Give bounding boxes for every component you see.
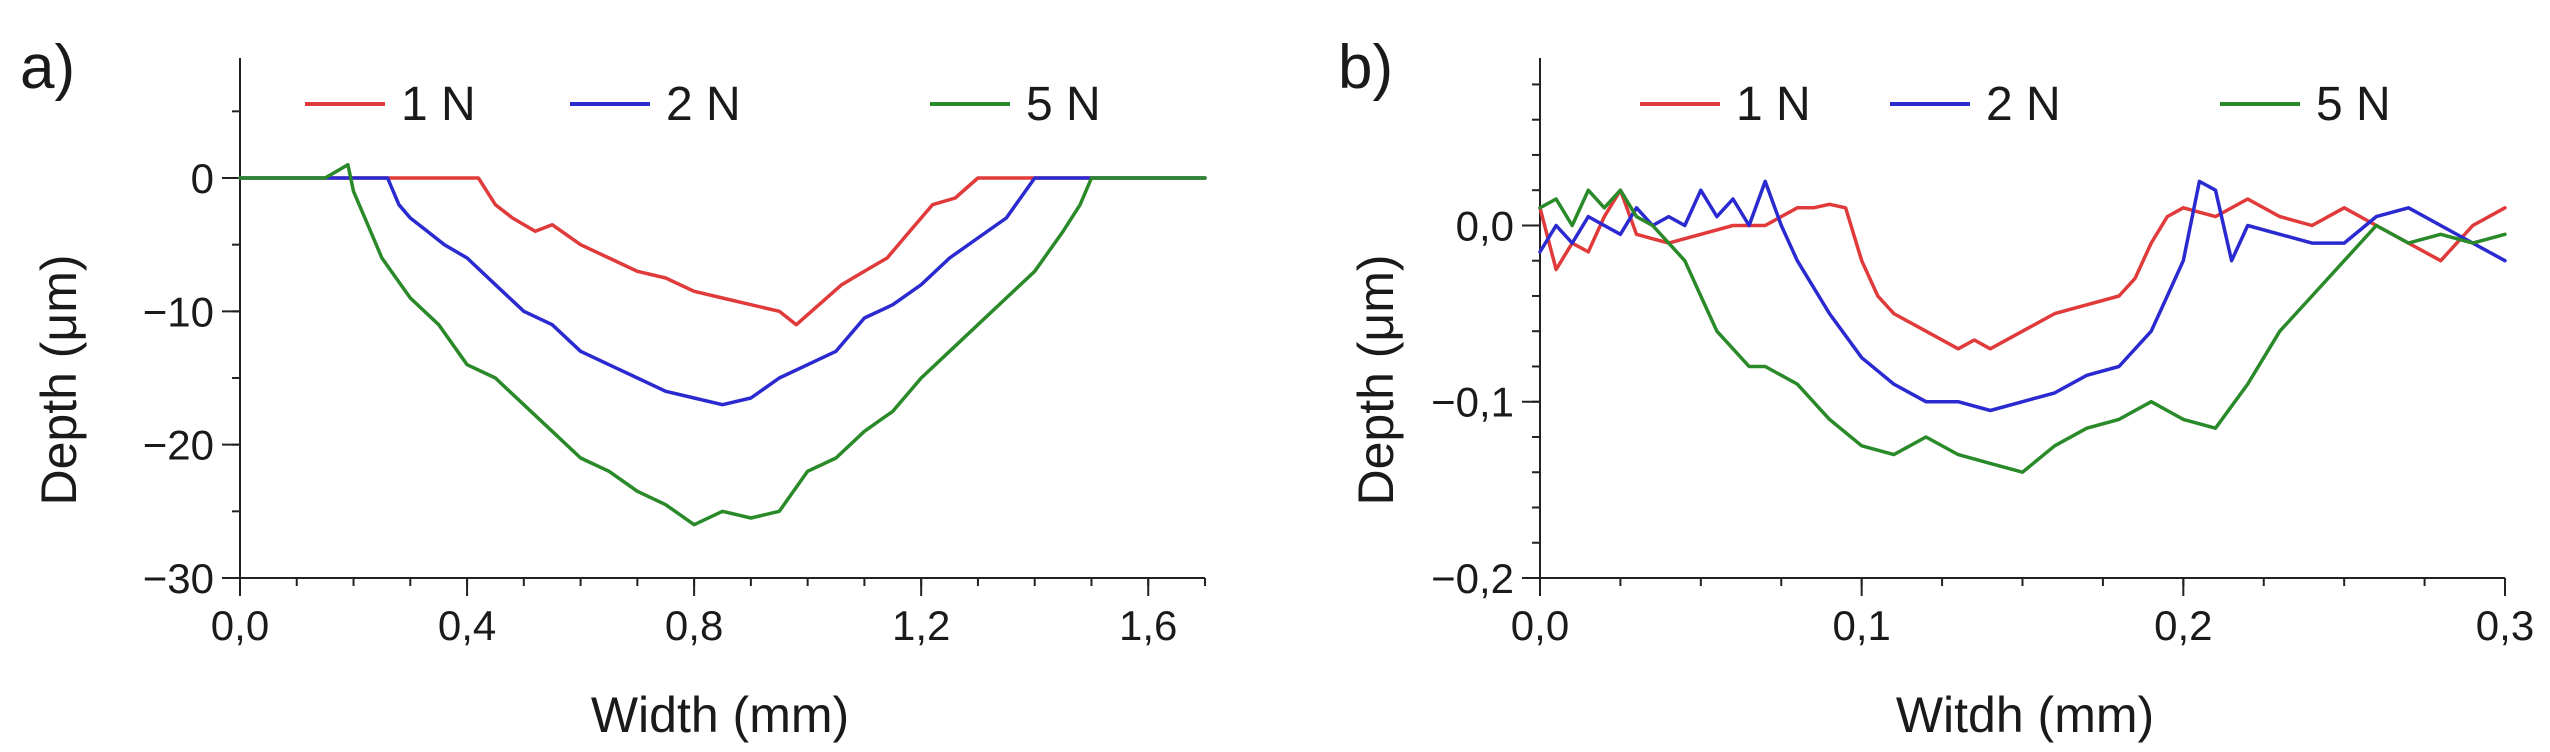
panel-a-y-tick-label: 0: [191, 155, 214, 202]
panel-b-x-axis-title: Witdh (mm): [1896, 687, 2154, 743]
panel-b-series: [1538, 179, 2507, 474]
panel-a-x-tick-label: 1,2: [892, 602, 950, 649]
panel-b-y-tick-label: −0,2: [1431, 555, 1514, 602]
panel-b-x-tick-label: 0,2: [2154, 602, 2212, 649]
panel-b-y-tick-label: 0,0: [1456, 202, 1514, 249]
panel-a-y-axis-title: Depth (μm): [31, 254, 87, 505]
panel-b-legend: 1 N 2 N 5 N: [1640, 78, 2391, 131]
panel-a-x-tick-label: 0,4: [438, 602, 496, 649]
panel-a-axes: 0 −10 −20 −300,0 0,4 0,8 1,2 1,6: [143, 58, 1206, 649]
panel-a: a) 0 −10 −20 −300,0 0,4 0,8 1,2 1,6 1 N 2 N 5 N W…: [20, 33, 1207, 743]
panel-a-legend-label-1n: 1 N: [401, 78, 476, 131]
panel-a-series: [238, 162, 1207, 527]
panel-a-legend: 1 N 2 N 5 N: [305, 78, 1101, 131]
panel-b-series-1n-line: [1538, 188, 2507, 351]
panel-a-x-tick-label: 0,0: [211, 602, 269, 649]
panel-b-x-tick-label: 0,0: [1511, 602, 1569, 649]
panel-a-label: a): [20, 33, 75, 102]
panel-b-legend-label-1n: 1 N: [1736, 78, 1811, 131]
panel-b-series-5n-line: [1538, 188, 2507, 474]
panel-b-y-tick-label: −0,1: [1431, 379, 1514, 426]
panel-a-series-1n-line: [238, 176, 1207, 327]
panel-b-y-axis-title: Depth (μm): [1348, 254, 1404, 505]
panel-a-x-axis-title: Width (mm): [591, 687, 849, 743]
panel-b-label: b): [1338, 33, 1393, 102]
panel-b-axes: 0,0−0,1−0,20,0 0,1 0,2 0,3: [1431, 58, 2534, 649]
panel-a-x-tick-label: 1,6: [1119, 602, 1177, 649]
panel-a-legend-label-2n: 2 N: [666, 78, 741, 131]
panel-a-y-tick-label: −20: [143, 422, 214, 469]
panel-a-series-5n-line: [238, 162, 1207, 527]
panel-a-legend-label-5n: 5 N: [1026, 78, 1101, 131]
panel-a-y-tick-label: −10: [143, 288, 214, 335]
panel-a-series-2n-line: [238, 176, 1207, 407]
panel-b-legend-label-5n: 5 N: [2316, 78, 2391, 131]
panel-a-x-tick-label: 0,8: [665, 602, 723, 649]
panel-b-legend-label-2n: 2 N: [1986, 78, 2061, 131]
panel-a-y-tick-label: −30: [143, 555, 214, 602]
panel-b-x-tick-label: 0,1: [1832, 602, 1890, 649]
panel-b-x-tick-label: 0,3: [2476, 602, 2534, 649]
